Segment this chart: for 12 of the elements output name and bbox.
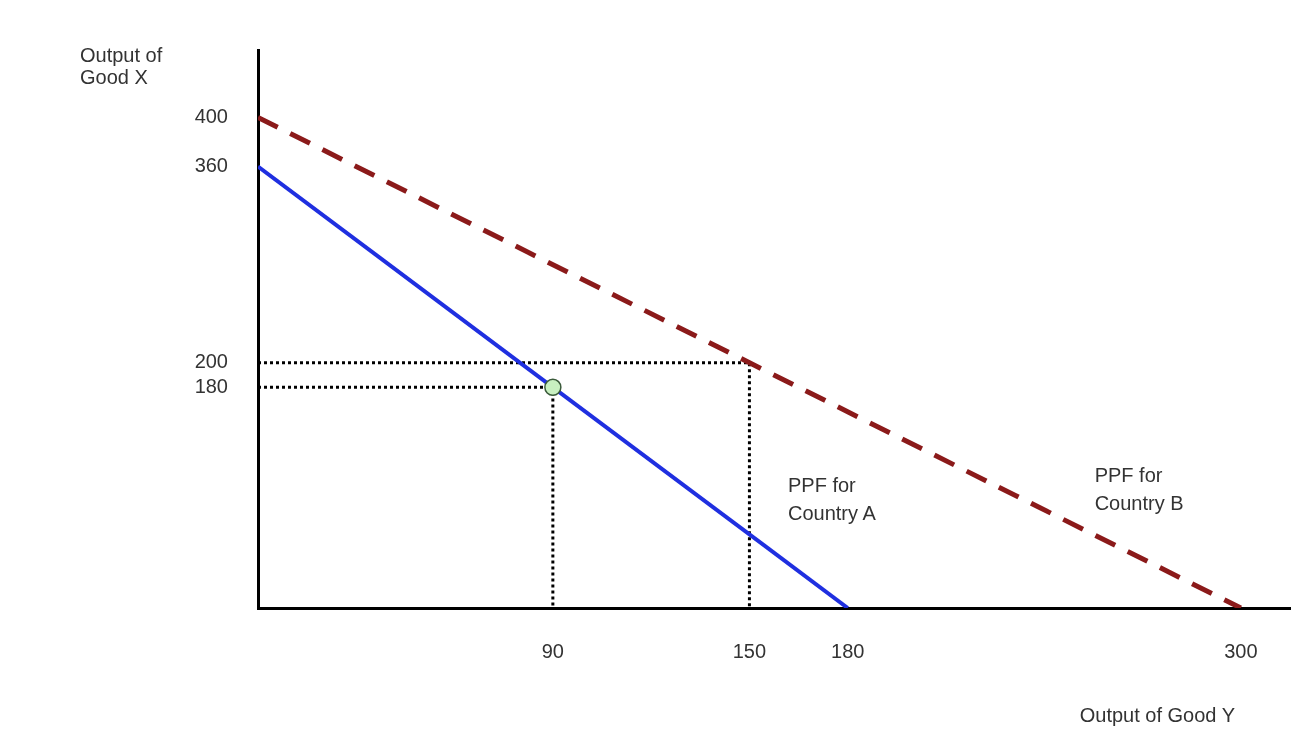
series-label: PPF for Country B bbox=[1094, 463, 1184, 514]
x-tick-label: 300 bbox=[1224, 639, 1258, 662]
x-tick-label: 150 bbox=[732, 639, 767, 662]
x-tick-label: 180 bbox=[831, 639, 865, 662]
x-axis-title: Output of Good Y bbox=[1079, 703, 1235, 726]
y-axis-title: Output of Good X bbox=[80, 43, 163, 88]
series-label: PPF for Country A bbox=[787, 474, 877, 525]
y-tick-label: 180 bbox=[194, 374, 228, 397]
y-tick-label: 360 bbox=[194, 154, 228, 177]
y-tick-label: 200 bbox=[194, 350, 228, 373]
x-tick-label: 90 bbox=[541, 639, 564, 662]
y-tick-label: 400 bbox=[194, 104, 228, 127]
